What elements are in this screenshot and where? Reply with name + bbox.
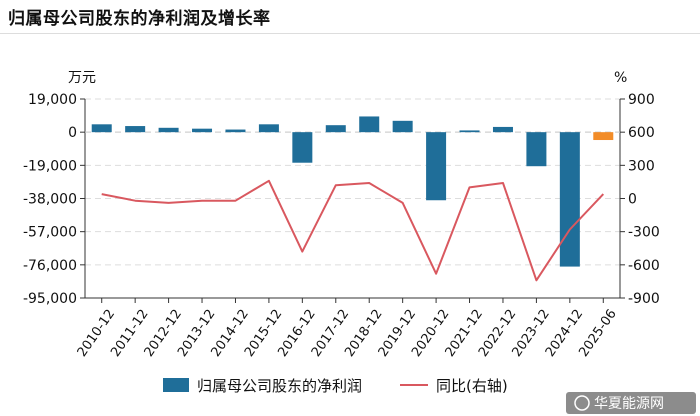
- right-tick-label: -900: [628, 291, 660, 307]
- legend-bar-label: 归属母公司股东的净利润: [197, 377, 362, 395]
- right-tick-label: -300: [628, 225, 660, 241]
- right-tick-label: 300: [628, 158, 655, 174]
- right-tick-label: -600: [628, 258, 660, 274]
- bar: [426, 132, 447, 201]
- left-tick-label: -38,000: [23, 192, 77, 208]
- bar: [593, 132, 614, 141]
- title-divider: [0, 33, 700, 34]
- right-tick-label: 0: [628, 192, 637, 208]
- bar: [158, 127, 179, 133]
- bar: [325, 125, 346, 133]
- bar: [526, 132, 547, 167]
- left-axis-unit: 万元: [68, 70, 96, 86]
- left-tick-label: -19,000: [23, 158, 77, 174]
- watermark-backdrop: [566, 392, 696, 414]
- bar: [258, 124, 279, 133]
- weibo-icon: [574, 395, 590, 411]
- left-tick-label: 0: [68, 125, 77, 141]
- bar: [392, 120, 413, 133]
- right-tick-label: 600: [628, 125, 655, 141]
- right-axis-unit: %: [614, 70, 627, 86]
- bar: [225, 129, 246, 133]
- bar: [292, 132, 313, 163]
- left-tick-label: -95,000: [23, 291, 77, 307]
- legend-line-label: 同比(右轴): [436, 377, 508, 395]
- left-tick-label: 19,000: [28, 92, 77, 108]
- watermark-text: 华夏能源网: [594, 396, 664, 412]
- legend-bar-swatch: [163, 378, 189, 392]
- chart-title: 归属母公司股东的净利润及增长率: [8, 9, 271, 29]
- bar: [559, 132, 580, 267]
- bar: [91, 124, 112, 133]
- left-tick-label: -76,000: [23, 258, 77, 274]
- bar: [125, 126, 146, 133]
- bar: [192, 128, 213, 133]
- bar: [459, 130, 480, 133]
- bar: [359, 116, 380, 133]
- left-tick-label: -57,000: [23, 225, 77, 241]
- right-tick-label: 900: [628, 92, 655, 108]
- yoy-line: [101, 179, 605, 282]
- bar: [492, 126, 513, 133]
